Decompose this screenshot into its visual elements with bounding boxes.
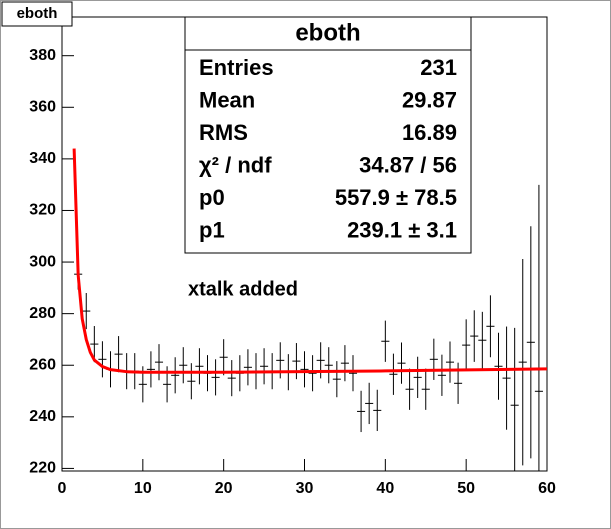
error-point: [187, 363, 196, 400]
stats-label: RMS: [199, 120, 248, 145]
stats-box: eboth Entries 231 Mean 29.87 RMS 16.89 χ² / nd…: [184, 16, 472, 254]
stats-value: 34.87 / 56: [359, 152, 457, 177]
error-point: [114, 336, 123, 373]
error-point: [510, 327, 519, 471]
error-point: [171, 357, 180, 394]
error-point: [486, 295, 495, 358]
stats-label: p0: [199, 185, 225, 210]
y-tick-label: 220: [29, 460, 56, 477]
error-point: [146, 351, 155, 388]
stats-value: 557.9 ± 78.5: [335, 185, 457, 210]
error-point: [308, 355, 317, 392]
stats-value: 29.87: [402, 87, 457, 112]
error-point: [365, 382, 374, 425]
y-tick-label: 380: [29, 47, 56, 64]
y-tick-label: 260: [29, 356, 56, 373]
error-point: [357, 390, 366, 433]
x-tick-label: 50: [457, 480, 475, 497]
error-point: [373, 389, 382, 432]
error-point: [534, 184, 543, 471]
x-tick-label: 20: [215, 480, 233, 497]
error-point: [437, 354, 446, 396]
error-point: [462, 319, 471, 371]
stats-label: p1: [199, 217, 225, 242]
annotation: xtalk added: [188, 278, 298, 300]
error-point: [526, 226, 535, 459]
error-point: [211, 359, 220, 396]
error-point: [389, 353, 398, 395]
error-point: [445, 341, 455, 383]
x-tick-label: 10: [134, 480, 152, 497]
error-point: [502, 326, 511, 430]
y-tick-label: 300: [29, 253, 56, 270]
error-point: [348, 355, 358, 392]
error-point: [478, 311, 487, 369]
fit-line: [72, 148, 548, 374]
error-point: [470, 310, 479, 362]
error-point: [494, 332, 503, 400]
error-point: [260, 348, 269, 385]
error-point: [413, 356, 422, 398]
x-tick-label: 30: [296, 480, 314, 497]
error-point: [195, 348, 204, 385]
error-point: [154, 344, 164, 381]
error-point: [340, 345, 349, 382]
y-tick-label: 280: [29, 305, 56, 322]
stats-title: eboth: [295, 19, 360, 46]
y-tick-label: 360: [29, 99, 56, 116]
error-point: [397, 342, 406, 384]
error-point: [332, 361, 341, 398]
stats-label: Entries: [199, 55, 274, 80]
error-point: [243, 349, 252, 386]
error-point: [324, 347, 333, 384]
stats-value: 231: [420, 55, 457, 80]
x-tick-label: 40: [376, 480, 394, 497]
error-point: [219, 339, 228, 376]
title-box: [1, 1, 73, 27]
error-point: [98, 341, 107, 378]
error-point: [292, 343, 301, 380]
error-point: [179, 347, 188, 384]
error-point: [429, 338, 438, 380]
chart-title: eboth: [17, 5, 58, 22]
error-point: [518, 258, 527, 466]
stats-value: 16.89: [402, 120, 457, 145]
error-point: [227, 360, 236, 397]
x-tick-label: 60: [538, 480, 556, 497]
error-point: [82, 293, 91, 330]
y-tick-label: 240: [29, 408, 56, 425]
error-point: [300, 351, 309, 388]
y-tick-label: 320: [29, 202, 56, 219]
y-tick-label: 340: [29, 150, 56, 167]
stats-value: 239.1 ± 3.1: [347, 217, 457, 242]
error-point: [405, 368, 414, 410]
error-point: [381, 320, 390, 362]
stats-label: Mean: [199, 87, 255, 112]
error-point: [90, 326, 99, 363]
error-point: [421, 368, 430, 410]
stats-label: χ² / ndf: [199, 152, 272, 177]
x-tick-label: 0: [58, 480, 67, 497]
stats-frame: [184, 16, 472, 254]
